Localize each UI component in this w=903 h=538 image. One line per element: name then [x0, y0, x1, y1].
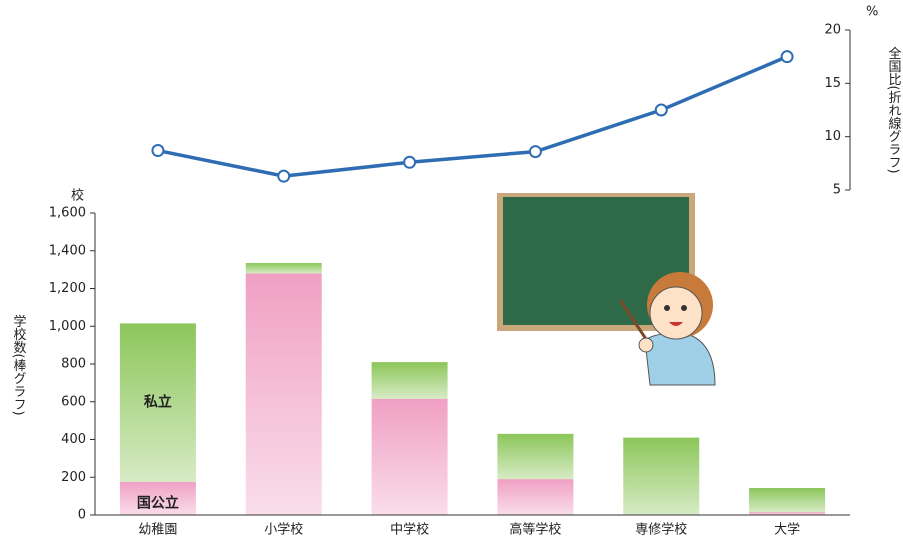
bar-segment [246, 263, 322, 273]
line [158, 57, 787, 176]
bar-segment [749, 488, 825, 512]
y2-axis-label: 全国比(折れ線グラフ) [886, 46, 902, 174]
y2-tick-label: 20 [824, 23, 841, 38]
y-tick-label: 400 [61, 432, 86, 447]
x-tick-label: 小学校 [264, 522, 303, 538]
y-tick-label: 800 [61, 357, 86, 372]
line-marker [656, 105, 667, 116]
bar-segment [497, 434, 573, 479]
bar-segment [372, 362, 448, 399]
series-label: 私立 [144, 394, 172, 411]
line-marker [152, 145, 163, 156]
bar-segment [497, 479, 573, 515]
line-marker [782, 51, 793, 62]
bar-segment [372, 399, 448, 515]
bar-segment [623, 438, 699, 515]
y2-tick-label: 5 [833, 183, 841, 198]
line-marker [404, 157, 415, 168]
y-tick-label: 200 [61, 470, 86, 485]
y2-tick-label: 15 [824, 76, 841, 91]
y-tick-label: 1,400 [49, 243, 86, 258]
y-axis-label: 学校数(棒グラフ) [11, 314, 27, 416]
eye [664, 305, 670, 311]
x-tick-label: 大学 [774, 522, 800, 538]
eye [681, 305, 687, 311]
y-tick-label: 0 [78, 508, 86, 523]
x-tick-label: 専修学校 [635, 522, 687, 538]
hand [639, 338, 653, 352]
chart: 校 % 学校数(棒グラフ) 全国比(折れ線グラフ) 0 200 400 600 800 1… [0, 0, 903, 538]
x-tick-label: 幼稚園 [138, 523, 177, 538]
y-tick-label: 1,600 [49, 206, 86, 221]
y-unit: 校 [71, 188, 84, 204]
teacher-illustration [497, 193, 715, 385]
body [645, 333, 715, 385]
line-marker [278, 171, 289, 182]
y-tick-label: 1,200 [49, 281, 86, 296]
series-label: 国公立 [137, 494, 179, 511]
y2-unit: % [866, 5, 878, 20]
y-tick-label: 600 [61, 394, 86, 409]
face [650, 287, 702, 339]
y2-tick-label: 10 [824, 129, 841, 144]
x-tick-label: 中学校 [390, 522, 429, 538]
x-tick-label: 高等学校 [509, 522, 561, 538]
bar-segment [246, 273, 322, 515]
line-marker [530, 146, 541, 157]
y-tick-label: 1,000 [49, 319, 86, 334]
